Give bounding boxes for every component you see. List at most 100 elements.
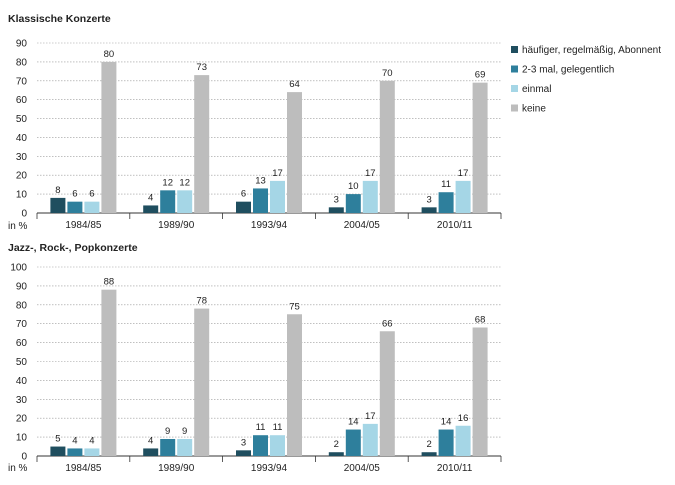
y-axis-unit: in % xyxy=(8,463,28,474)
data-label: 3 xyxy=(426,194,431,205)
data-label: 64 xyxy=(289,79,300,90)
legend: häufiger, regelmäßig, Abonnent 2-3 mal, g… xyxy=(511,45,661,115)
y-tick-label: 60 xyxy=(16,338,28,349)
y-tick-label: 30 xyxy=(16,152,28,163)
bar xyxy=(270,180,285,213)
y-tick-label: 50 xyxy=(16,357,28,368)
legend-swatch xyxy=(511,65,518,73)
legend-swatch xyxy=(511,85,518,92)
bar xyxy=(345,429,361,456)
bar xyxy=(438,429,454,456)
x-tick-label: 1989/90 xyxy=(158,220,195,231)
y-tick-label: 80 xyxy=(16,300,28,311)
data-label: 4 xyxy=(89,435,94,446)
data-label: 13 xyxy=(255,175,266,186)
bar xyxy=(379,80,395,214)
legend-label: häufiger, regelmäßig, Abonnent xyxy=(522,45,661,56)
data-label: 6 xyxy=(241,189,246,200)
bar xyxy=(67,201,83,213)
data-label: 10 xyxy=(348,181,359,192)
legend-label: einmal xyxy=(522,84,551,95)
bar xyxy=(84,448,100,456)
legend-item: einmal xyxy=(511,84,551,95)
data-label: 3 xyxy=(241,437,246,448)
y-tick-label: 10 xyxy=(16,433,28,444)
x-tick-label: 2010/11 xyxy=(437,463,473,474)
data-label: 17 xyxy=(272,168,283,179)
data-label: 6 xyxy=(89,189,94,200)
bar xyxy=(253,435,268,456)
y-tick-label: 90 xyxy=(16,281,28,292)
bar xyxy=(50,197,66,213)
data-label: 69 xyxy=(475,70,486,81)
chart-title: Klassische Konzerte xyxy=(8,13,111,25)
data-label: 4 xyxy=(148,435,153,446)
data-label: 70 xyxy=(382,68,393,79)
bar xyxy=(160,438,176,456)
x-tick-label: 2004/05 xyxy=(344,463,381,474)
data-label: 73 xyxy=(196,62,207,73)
bar xyxy=(236,201,251,213)
bar xyxy=(177,190,193,213)
legend-item: 2-3 mal, gelegentlich xyxy=(511,65,614,76)
data-label: 12 xyxy=(162,177,173,188)
x-tick-label: 1984/85 xyxy=(65,220,102,231)
bar xyxy=(143,448,159,456)
bar xyxy=(177,438,193,456)
y-tick-label: 70 xyxy=(16,319,28,330)
bar xyxy=(101,289,117,456)
bar xyxy=(287,92,302,213)
y-tick-label: 10 xyxy=(16,190,28,201)
data-label: 4 xyxy=(148,192,153,203)
y-tick-label: 70 xyxy=(16,76,28,87)
bar xyxy=(101,61,117,214)
data-label: 3 xyxy=(334,194,339,205)
y-tick-label: 100 xyxy=(10,263,27,274)
bar xyxy=(253,188,268,213)
bar xyxy=(345,194,361,213)
data-label: 16 xyxy=(458,413,469,424)
data-label: 6 xyxy=(72,189,77,200)
data-label: 9 xyxy=(182,426,187,437)
legend-swatch xyxy=(511,104,518,112)
bar xyxy=(194,308,210,456)
bar xyxy=(328,207,344,213)
data-label: 14 xyxy=(348,417,359,428)
data-label: 12 xyxy=(179,177,190,188)
bar xyxy=(472,327,488,456)
data-label: 68 xyxy=(475,314,486,325)
data-label: 5 xyxy=(55,434,60,445)
y-tick-label: 30 xyxy=(16,395,28,406)
bar xyxy=(160,190,176,213)
bar xyxy=(472,82,488,214)
y-axis-unit: in % xyxy=(8,221,28,232)
chart-title: Jazz-, Rock-, Popkonzerte xyxy=(8,242,138,254)
data-label: 66 xyxy=(382,318,393,329)
data-label: 11 xyxy=(273,422,283,433)
x-tick-label: 2010/11 xyxy=(437,220,473,231)
y-tick-label: 90 xyxy=(16,39,28,50)
data-label: 88 xyxy=(104,277,115,288)
data-label: 75 xyxy=(289,301,300,312)
bar xyxy=(287,314,302,456)
bar xyxy=(84,201,100,213)
data-label: 17 xyxy=(365,168,376,179)
legend-item: keine xyxy=(511,104,546,115)
bar xyxy=(455,425,471,456)
y-tick-label: 20 xyxy=(16,171,28,182)
x-tick-label: 1989/90 xyxy=(158,463,195,474)
bar xyxy=(362,180,378,213)
y-tick-label: 60 xyxy=(16,95,28,106)
y-tick-label: 40 xyxy=(16,376,28,387)
bar xyxy=(362,423,378,456)
y-tick-label: 20 xyxy=(16,414,28,425)
chart-panel-1: Klassische Konzerte 0 10 20 30 40 50 60 70 80 90 8 6… xyxy=(8,13,502,232)
data-label: 14 xyxy=(441,417,452,428)
legend-label: 2-3 mal, gelegentlich xyxy=(522,65,614,76)
y-tick-label: 40 xyxy=(16,133,28,144)
bar xyxy=(455,180,471,213)
bar xyxy=(194,75,210,213)
y-tick-label: 0 xyxy=(21,452,27,463)
data-label: 80 xyxy=(104,49,115,60)
